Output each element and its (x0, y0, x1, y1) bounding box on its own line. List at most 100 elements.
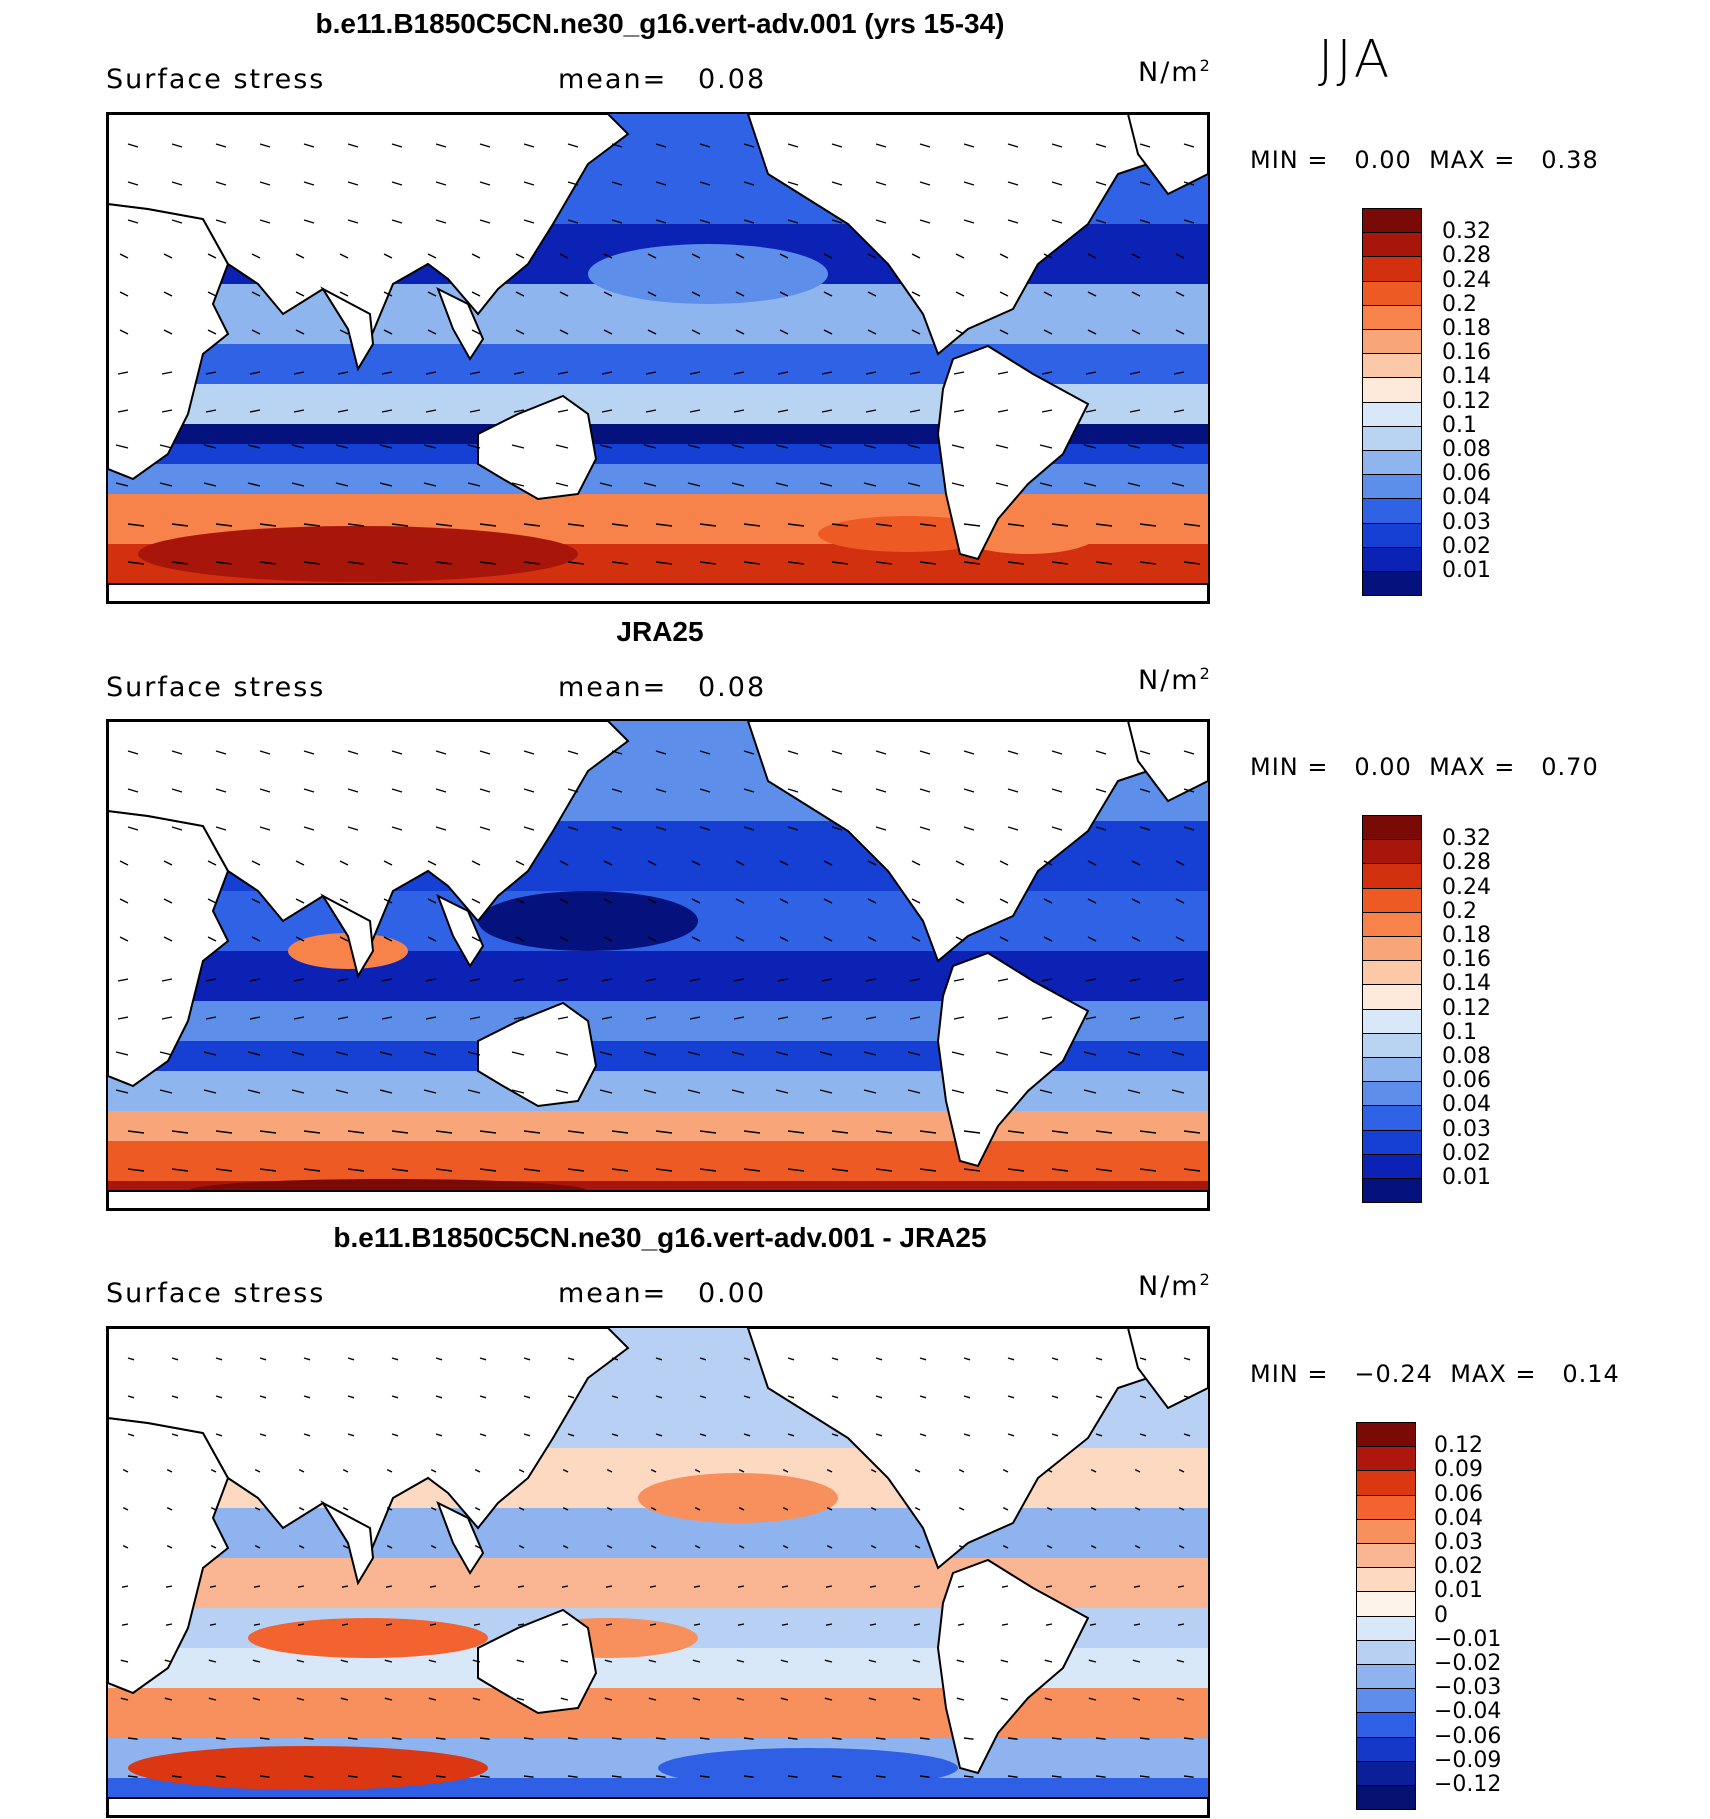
vector-arrow (1127, 444, 1141, 449)
vector-arrow (1129, 371, 1141, 375)
vector-arrow (787, 523, 805, 527)
vector-arrow (164, 1697, 173, 1701)
colorbar-tick-label: 0.03 (1442, 509, 1491, 535)
vector-arrow (655, 219, 667, 224)
vector-arrow (1139, 1433, 1147, 1437)
vector-arrow (119, 329, 129, 335)
vector-arrow (737, 1585, 745, 1588)
vector-arrow (1088, 1697, 1097, 1701)
vector-arrow (203, 444, 217, 449)
colorbar-tick-label: 0 (1434, 1602, 1448, 1628)
vector-arrow (467, 1051, 481, 1056)
colorbar-tick-label: 0.03 (1434, 1530, 1483, 1555)
vector-arrow (1175, 253, 1185, 259)
vector-arrow (117, 371, 129, 375)
vector-arrow (249, 978, 261, 982)
vector-arrow (391, 143, 403, 148)
vector-arrow (523, 1357, 531, 1361)
vector-arrow (391, 561, 409, 565)
vector-arrow (787, 1130, 805, 1134)
vector-arrow (1183, 523, 1201, 527)
vector-arrow (831, 1130, 849, 1134)
vector-arrow (472, 1697, 481, 1701)
vector-arrow (435, 1130, 453, 1134)
vector-arrow (259, 1775, 270, 1778)
vector-arrow (479, 826, 491, 831)
colorbar-swatch (1362, 1105, 1422, 1131)
vector-arrow (647, 329, 657, 335)
vector-arrow (215, 1168, 233, 1172)
colorbar-swatch (1356, 1688, 1416, 1714)
vector-arrow (251, 253, 261, 259)
vector-arrow (347, 181, 359, 186)
colorbar-tick-label: 0.01 (1442, 558, 1491, 583)
vector-arrow (601, 409, 613, 413)
colorbar-swatch (1362, 1032, 1422, 1058)
vector-arrow (249, 1016, 261, 1020)
colorbar-tick-label: 0.06 (1434, 1481, 1483, 1507)
vector-arrow (875, 1130, 893, 1134)
vector-arrow (1051, 1130, 1069, 1134)
colorbar-swatch (1356, 1615, 1416, 1641)
vector-arrow (909, 1016, 921, 1020)
vector-arrow (611, 143, 623, 148)
vector-arrow (919, 1775, 930, 1778)
vector-arrow (699, 750, 711, 755)
vector-arrow (1131, 291, 1141, 297)
vector-arrow (127, 181, 139, 186)
vector-arrow (379, 444, 393, 449)
vector-arrow (603, 860, 613, 866)
vector-arrow (601, 1016, 613, 1020)
continent (108, 1328, 630, 1560)
vector-arrow (163, 936, 173, 942)
vector-arrow (303, 1168, 321, 1172)
vector-arrow (511, 482, 525, 487)
vector-arrow (347, 1395, 355, 1399)
vector-arrow (963, 219, 975, 224)
vector-arrow (1095, 1433, 1103, 1437)
vector-arrow (1175, 898, 1185, 904)
vector-arrow (1175, 860, 1185, 866)
season-label: JJA (1318, 30, 1393, 90)
vector-arrow (1134, 1468, 1141, 1473)
vector-arrow (689, 371, 701, 375)
vector-arrow (342, 1544, 349, 1549)
vector-arrow (259, 523, 277, 527)
colorbar-swatch (1362, 936, 1422, 962)
vector-arrow (207, 291, 217, 297)
colorbar-swatch (1362, 329, 1422, 355)
vector-arrow (435, 750, 447, 755)
vector-arrow (743, 1433, 751, 1437)
colorbar-swatch (1362, 839, 1422, 865)
vector-arrow (875, 219, 887, 224)
vector-arrow (339, 291, 349, 297)
vector-arrow (655, 750, 667, 755)
vector-arrow (914, 1468, 921, 1473)
vector-arrow (567, 523, 585, 527)
vector-arrow (159, 1089, 173, 1094)
vector-arrow (479, 1395, 487, 1399)
vector-arrow (385, 1585, 393, 1588)
vector-arrow (203, 482, 217, 487)
vector-arrow (919, 788, 931, 793)
vector-arrow (865, 1016, 877, 1020)
vector-arrow (1043, 253, 1053, 259)
vector-arrow (1085, 978, 1097, 982)
vector-arrow (215, 523, 233, 527)
vector-arrow (1131, 329, 1141, 335)
vector-arrow (383, 936, 393, 942)
vector-arrow (919, 1737, 930, 1740)
vector-arrow (649, 1623, 657, 1626)
vector-arrow (391, 1130, 409, 1134)
vector-arrow (787, 1433, 795, 1437)
vector-arrow (127, 561, 145, 565)
vector-arrow (692, 1659, 701, 1663)
vector-arrow (473, 1585, 481, 1588)
colorbar-swatch (1362, 571, 1422, 597)
panel-2-mean-label: mean= (558, 672, 668, 703)
vector-arrow (1089, 1585, 1097, 1588)
vector-arrow (567, 143, 579, 148)
vector-arrow (120, 1659, 129, 1663)
vector-arrow (474, 1468, 481, 1473)
vector-arrow (1083, 444, 1097, 449)
